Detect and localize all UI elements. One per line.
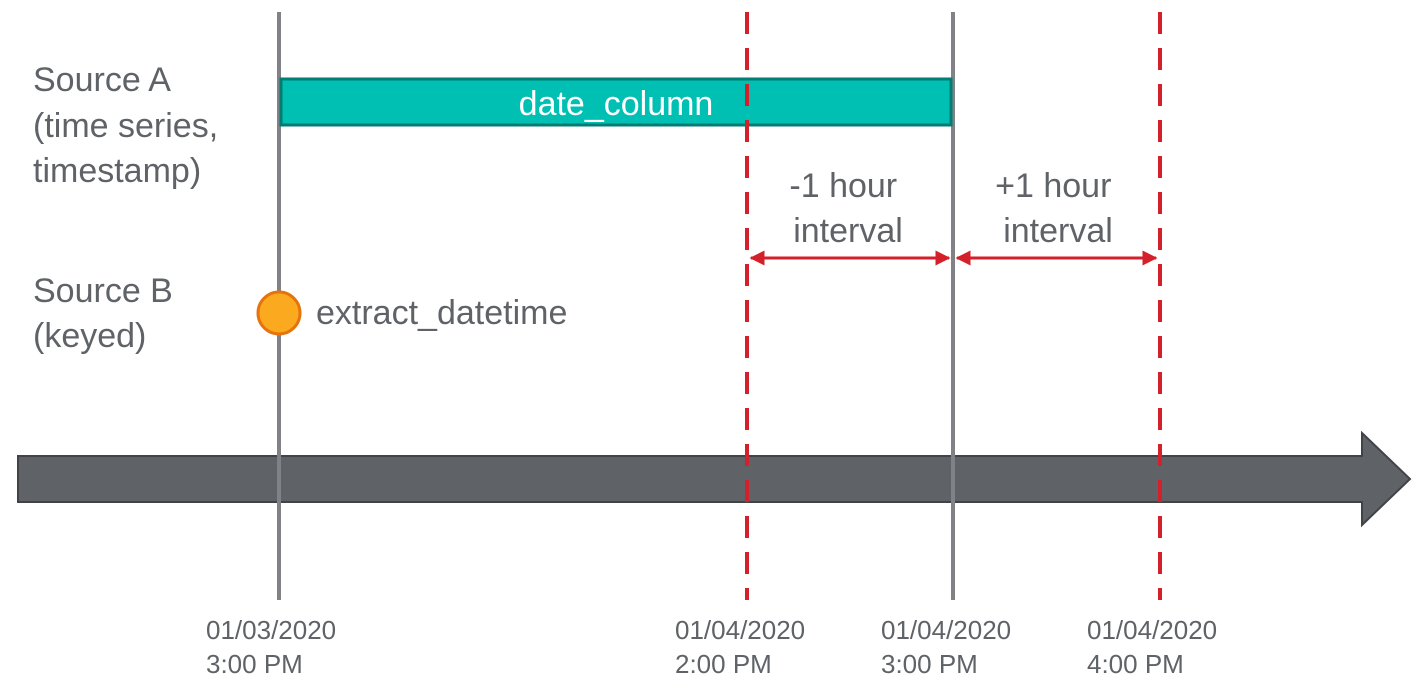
extract-datetime-label: extract_datetime <box>316 294 567 332</box>
source-b-label: Source B (keyed) <box>33 272 182 355</box>
date-column-bar <box>279 77 953 127</box>
tick-label-4pm: 01/04/2020 4:00 PM <box>1087 615 1224 679</box>
minus-interval-label: -1 hour interval <box>789 167 906 250</box>
extract-datetime-point <box>256 290 302 336</box>
tick-label-start: 01/03/2020 3:00 PM <box>206 615 343 679</box>
tick-label-2pm: 01/04/2020 2:00 PM <box>675 615 812 679</box>
plus-interval-label: +1 hour interval <box>995 167 1121 250</box>
source-a-label: Source A (time series, timestamp) <box>33 61 228 190</box>
tick-label-3pm: 01/04/2020 3:00 PM <box>881 615 1018 679</box>
date-column-label: date_column <box>519 85 714 123</box>
time-axis-arrow <box>17 430 1412 528</box>
